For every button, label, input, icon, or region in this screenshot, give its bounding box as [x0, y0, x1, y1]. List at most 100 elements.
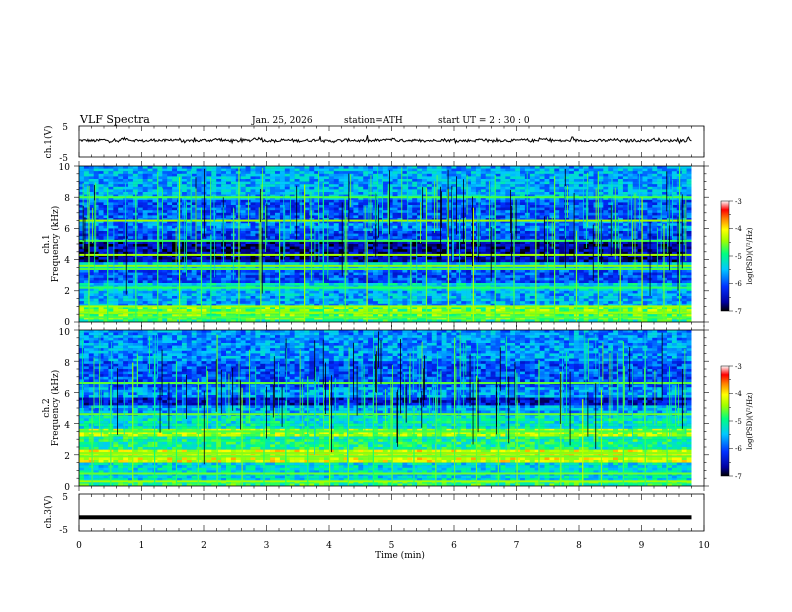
spectrogram-cell	[333, 171, 339, 174]
spectrogram-cell	[294, 176, 300, 180]
spectrogram-cell	[510, 249, 516, 252]
spectrogram-cell	[446, 259, 452, 263]
spectrogram-cell	[642, 259, 648, 263]
spectrogram-cell	[569, 179, 575, 182]
spectrogram-cell	[515, 173, 521, 177]
spectrogram-cell	[569, 215, 575, 219]
spectrogram-cell	[613, 176, 619, 180]
spectrogram-cell	[338, 218, 344, 221]
spectrogram-cell	[417, 236, 423, 239]
spectrogram-cell	[377, 189, 384, 193]
spectrogram-cell	[392, 166, 398, 169]
spectrogram-cell	[333, 249, 339, 252]
spectrogram-cell	[211, 179, 217, 182]
spectrogram-cell	[309, 205, 315, 208]
spectrogram-cell	[475, 179, 482, 182]
spectrogram-cell	[564, 194, 570, 198]
spectrogram-cell	[446, 231, 452, 234]
spectrogram-cell	[534, 262, 540, 265]
spectrogram-cell	[255, 233, 261, 237]
spectrogram-cell	[490, 202, 496, 206]
spectrogram-cell	[559, 231, 565, 234]
spectrogram-cell	[495, 218, 501, 221]
spectrogram-cell	[485, 262, 491, 265]
spectrogram-cell	[490, 171, 496, 174]
spectrogram-cell	[338, 189, 344, 193]
spectrogram-cell	[637, 218, 643, 221]
spectrogram-cell	[652, 244, 658, 247]
spectrogram-cell	[221, 192, 227, 195]
spectrogram-cell	[319, 181, 325, 185]
spectrogram-cell	[456, 223, 462, 226]
spectrogram-cell	[569, 241, 575, 245]
spectrogram-cell	[529, 189, 535, 193]
spectrogram-cell	[686, 179, 692, 182]
spectrogram-cell	[426, 181, 433, 185]
spectrogram-cell	[172, 215, 178, 219]
spectrogram-cell	[456, 171, 462, 174]
spectrogram-cell	[382, 202, 388, 206]
spectrogram-cell	[93, 184, 99, 187]
spectrogram-cell	[128, 171, 134, 174]
spectrogram-cell	[324, 231, 330, 234]
spectrogram-cell	[466, 171, 472, 174]
spectrogram-cell	[299, 262, 305, 265]
spectrogram-cell	[172, 192, 178, 195]
spectrogram-cell	[255, 173, 261, 177]
spectrogram-cell	[544, 202, 550, 206]
spectrogram-cell	[490, 179, 496, 182]
spectrogram-cell	[377, 236, 384, 239]
spectrogram-cell	[88, 257, 94, 260]
spectrogram-cell	[275, 236, 281, 239]
spectrogram-cell	[128, 212, 134, 216]
spectrogram-cell	[103, 194, 109, 198]
spectrogram-cell	[250, 236, 256, 239]
spectrogram-cell	[686, 246, 692, 250]
spectrogram-cell	[79, 184, 85, 187]
spectrogram-cell	[485, 259, 491, 263]
spectrogram-cell	[446, 233, 452, 237]
spectrogram-cell	[319, 212, 325, 216]
spectrogram-cell	[539, 202, 545, 206]
spectrogram-cell	[275, 241, 281, 245]
spectrogram-cell	[392, 223, 398, 226]
spectrogram-cell	[544, 231, 550, 234]
spectrogram-cell	[564, 205, 570, 208]
spectrogram-cell	[93, 220, 99, 224]
spectrogram-cell	[83, 173, 90, 177]
spectrogram-cell	[93, 176, 99, 180]
spectrogram-cell	[515, 228, 521, 232]
spectrogram-cell	[142, 228, 148, 232]
spectrogram-cell	[206, 207, 212, 211]
spectrogram-cell	[157, 168, 163, 172]
spectrogram-cell	[191, 197, 197, 200]
spectrogram-cell	[377, 179, 384, 182]
spectrogram-cell	[407, 218, 413, 221]
spectrogram-cell	[618, 192, 624, 195]
spectrogram-cell	[88, 202, 94, 206]
spectrogram-cell	[441, 244, 447, 247]
spectrogram-cell	[377, 181, 384, 185]
spectrogram-cell	[397, 257, 403, 260]
spectrogram-cell	[603, 228, 609, 232]
spectrogram-cell	[314, 168, 320, 172]
spectrogram-cell	[686, 257, 692, 260]
spectrogram-cell	[79, 197, 85, 200]
spectrogram-cell	[98, 225, 104, 229]
spectrogram-cell	[363, 199, 369, 203]
spectrogram-cell	[363, 262, 369, 265]
spectrogram-cell	[426, 205, 433, 208]
spectrogram-cell	[412, 192, 418, 195]
spectrogram-cell	[422, 205, 428, 208]
spectrogram-cell	[250, 223, 256, 226]
spectrogram-cell	[319, 192, 325, 195]
spectrogram-cell	[113, 228, 119, 232]
spectrogram-cell	[505, 166, 511, 169]
spectrogram-cell	[686, 205, 692, 208]
spectrogram-cell	[608, 249, 614, 252]
spectrogram-cell	[637, 168, 643, 172]
spectrogram-cell	[446, 181, 452, 185]
spectrogram-cell	[98, 223, 104, 226]
spectrogram-cell	[642, 249, 648, 252]
spectrogram-cell	[348, 215, 354, 219]
